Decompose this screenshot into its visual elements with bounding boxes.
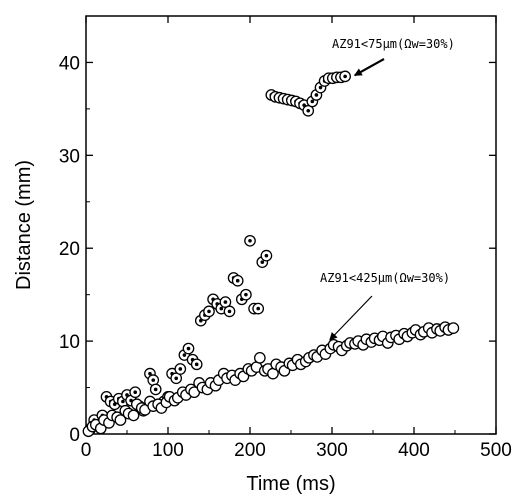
data-point-dot [343,74,347,79]
data-point-dot [318,85,323,90]
x-tick-label: 300 [316,440,348,461]
data-point [447,322,460,334]
data-point-dot [227,309,232,314]
annotations: AZ91<75μm(Ωw=30%) AZ91<425μm(Ωw=30%) [320,37,455,341]
x-tick-label: 200 [234,440,266,461]
x-axis-title: Time (ms) [246,473,335,495]
data-point-dot [148,371,152,376]
data-point [114,414,127,426]
data-series [82,70,460,438]
data-point [253,351,266,364]
data-point-dot [219,306,224,311]
data-point-dot [248,238,252,243]
data-point-dot [186,346,191,351]
data-point-dot [151,378,156,382]
data-point-dot [306,108,311,113]
data-point-dot [256,306,261,311]
annotation-label: AZ91<425μm(Ωw=30%) [320,271,450,285]
data-point-dot [244,292,248,297]
annotation-label: AZ91<75μm(Ωw=30%) [332,37,455,51]
y-tick-label: 0 [69,425,80,446]
x-tick-label: 100 [152,440,184,461]
data-point-dot [121,399,125,404]
x-tick-label: 400 [398,440,430,461]
y-tick-label: 20 [59,239,80,260]
data-point-dot [264,253,269,258]
data-point-dot [174,376,178,381]
y-tick-label: 30 [59,146,80,167]
data-point-dot [314,93,319,97]
annotation-arrow [353,58,385,77]
data-point-dot [223,300,228,304]
data-point-dot [182,353,187,357]
data-point-dot [207,309,211,314]
y-tick-label: 10 [59,332,80,353]
data-point-dot [310,99,315,104]
data-point-dot [194,362,199,367]
series-1 [82,321,460,438]
data-point [127,409,140,422]
x-tick-label: 0 [81,440,92,461]
data-point-dot [235,278,240,283]
y-tick-label: 40 [59,53,80,74]
data-point-dot [133,390,137,395]
y-axis-title: Distance (mm) [13,160,35,290]
data-point-dot [260,260,265,264]
x-tick-label: 500 [480,440,512,461]
data-point-dot [153,387,158,392]
annotation-arrow [329,295,373,341]
data-point-dot [178,367,183,371]
